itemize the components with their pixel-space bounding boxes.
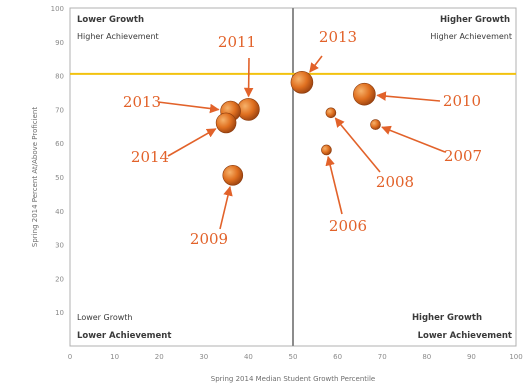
- y-tick-label: 30: [55, 242, 64, 250]
- y-tick-label: 70: [55, 106, 64, 114]
- x-tick-label: 90: [467, 353, 476, 361]
- x-tick-label: 20: [155, 353, 164, 361]
- quadrant-top-right-line2: Higher Achievement: [430, 32, 512, 41]
- data-point: [321, 145, 331, 155]
- y-axis-label: Spring 2014 Percent At/Above Proficient: [31, 107, 39, 247]
- y-tick-label: 40: [55, 208, 64, 216]
- x-tick-label: 80: [422, 353, 431, 361]
- quadrant-bottom-right-line1: Higher Growth: [412, 313, 482, 323]
- x-tick-label: 40: [244, 353, 253, 361]
- data-point: [353, 83, 375, 105]
- point-label: 2014: [131, 148, 169, 166]
- x-tick-label: 0: [68, 353, 72, 361]
- quadrant-top-left-line1: Lower Growth: [77, 15, 144, 25]
- x-tick-label: 70: [378, 353, 387, 361]
- x-tick-label: 60: [333, 353, 342, 361]
- quadrant-bottom-right-line2: Lower Achievement: [418, 331, 512, 341]
- y-tick-label: 20: [55, 275, 64, 283]
- y-tick-label: 100: [51, 5, 64, 13]
- x-tick-label: 50: [289, 353, 298, 361]
- x-tick-label: 30: [199, 353, 208, 361]
- point-label: 2007: [444, 147, 482, 165]
- x-tick-label: 100: [509, 353, 522, 361]
- quadrant-top-left-line2: Higher Achievement: [77, 32, 159, 41]
- quadrant-bottom-left-line1: Lower Growth: [77, 313, 132, 322]
- y-tick-label: 10: [55, 309, 64, 317]
- y-tick-label: 80: [55, 73, 64, 81]
- point-label: 2006: [329, 217, 367, 235]
- data-point: [371, 120, 381, 130]
- quadrant-top-right-line1: Higher Growth: [440, 15, 510, 25]
- point-label: 2010: [443, 92, 481, 110]
- data-point: [223, 165, 243, 185]
- point-label: 2011: [218, 33, 256, 51]
- y-tick-label: 50: [55, 174, 64, 182]
- y-tick-label: 90: [55, 39, 64, 47]
- x-axis-label: Spring 2014 Median Student Growth Percen…: [211, 375, 375, 383]
- point-label: 2013: [123, 93, 161, 111]
- point-label: 2008: [376, 173, 414, 191]
- x-tick-label: 10: [110, 353, 119, 361]
- point-label: 2013: [319, 28, 357, 46]
- point-label: 2009: [190, 230, 228, 248]
- data-point: [291, 71, 313, 93]
- y-tick-label: 60: [55, 140, 64, 148]
- data-point: [326, 108, 336, 118]
- quadrant-bottom-left-line2: Lower Achievement: [77, 331, 171, 341]
- data-point: [216, 113, 236, 133]
